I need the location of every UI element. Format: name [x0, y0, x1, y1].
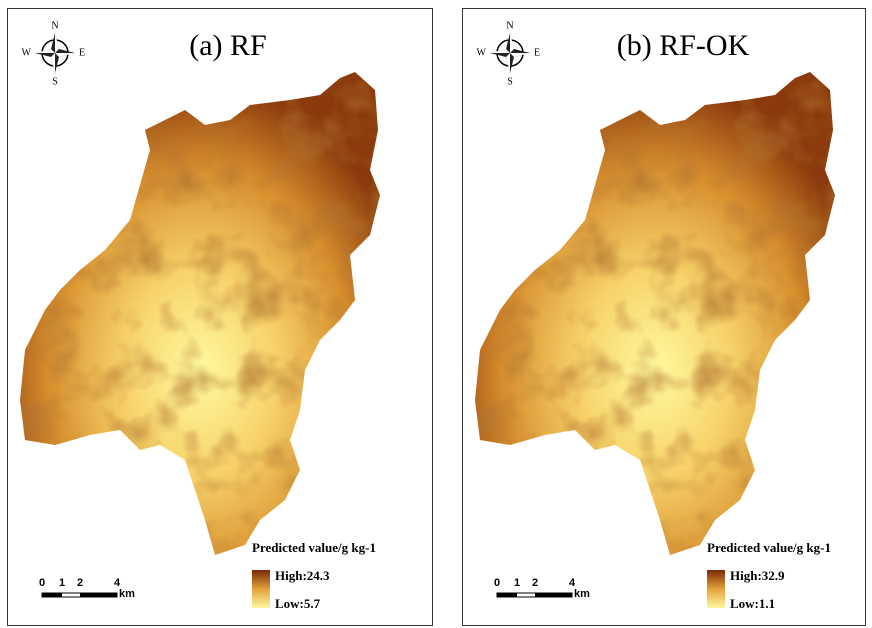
scale-seg	[42, 593, 62, 597]
scale-unit: km	[574, 588, 590, 600]
compass-s: S	[52, 76, 58, 87]
legend-low: Low:5.7	[275, 596, 321, 611]
legend-low: Low:1.1	[730, 596, 775, 611]
legend-ramp	[707, 570, 725, 608]
compass-e: E	[79, 47, 85, 58]
compass-n: N	[506, 20, 513, 31]
figure: (a) RF N S W E Predicted value/g kg-1 High:24.…	[0, 0, 872, 628]
scale-seg	[535, 593, 572, 597]
compass-n: N	[51, 20, 58, 31]
legend-title: Predicted value/g kg-1	[252, 540, 376, 555]
panel-title: (a) RF	[189, 29, 267, 62]
panel-title: (b) RF-OK	[617, 29, 750, 62]
legend-high: High:32.9	[730, 568, 785, 583]
scale-label: 1	[514, 577, 520, 589]
map-texture	[475, 72, 835, 555]
legend-ramp	[252, 570, 270, 608]
legend-title: Predicted value/g kg-1	[707, 540, 831, 555]
compass-e: E	[534, 47, 540, 58]
map-texture	[20, 72, 380, 555]
map-panel: (b) RF-OK N S W E Predicted value/g kg-1 High:…	[463, 9, 866, 626]
scale-label: 0	[39, 577, 45, 589]
scale-label: 1	[59, 577, 65, 589]
legend-high: High:24.3	[275, 568, 330, 583]
scale-seg	[80, 593, 117, 597]
compass-s: S	[507, 76, 513, 87]
map-panel: (a) RF N S W E Predicted value/g kg-1 High:24.…	[8, 9, 433, 626]
scale-label: 2	[532, 577, 538, 589]
scale-seg	[497, 593, 517, 597]
scale-unit: km	[119, 588, 135, 600]
compass-w: W	[22, 47, 32, 58]
compass-w: W	[477, 47, 487, 58]
scale-label: 0	[494, 577, 500, 589]
scale-label: 2	[77, 577, 83, 589]
